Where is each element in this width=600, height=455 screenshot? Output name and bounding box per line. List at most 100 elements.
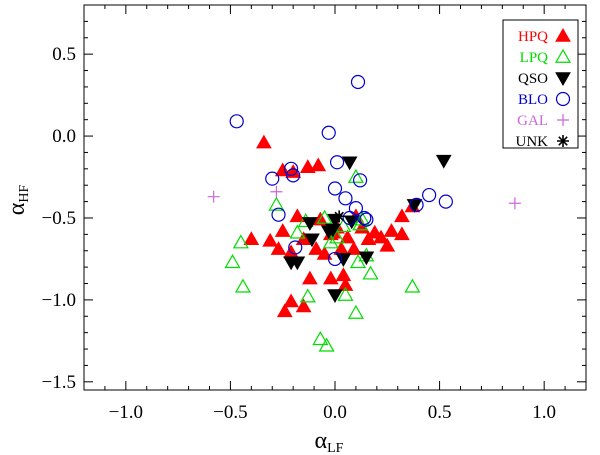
legend-marker-blo [555,91,571,107]
point-qso-7 [341,156,358,171]
point-lpq-10 [347,168,364,183]
y-tick-label: −1.5 [42,372,76,393]
point-blo-9 [327,181,343,196]
point-hpq-7 [274,223,291,237]
point-qso-12 [327,289,343,303]
point-hpq-4 [310,157,327,172]
point-hpq-6 [270,241,287,255]
point-hpq-14 [316,246,333,260]
data-marks [207,74,521,352]
point-qso-3 [304,233,320,248]
point-lpq-19 [312,331,329,346]
point-hpq-19 [345,241,362,255]
y-tick-label: 0.0 [52,126,76,147]
x-tick-label: 1.0 [532,402,556,423]
point-lpq-0 [232,234,249,249]
point-hpq-11 [302,270,318,285]
legend-label-hpq: HPQ [518,29,548,45]
tick-labels: −1.0 −0.5 0.0 0.5 1.0 0.5 0.0 −0.5 −1.0 −1.5 [42,44,557,423]
legend-marker-unk [557,135,569,147]
point-hpq-0 [256,134,272,149]
point-gal-1 [270,185,283,198]
legend-label-blo: BLO [518,92,548,108]
point-lpq-3 [268,196,285,211]
point-blo-6 [288,240,303,255]
point-lpq-1 [224,254,241,269]
point-hpq-3 [299,159,316,173]
point-lpq-7 [322,234,339,249]
point-lpq-15 [349,254,367,269]
point-blo-1 [229,114,244,129]
point-qso-9 [358,251,375,266]
point-hpq-30 [243,231,260,246]
legend-marker-lpq [554,48,572,63]
legend-marker-qso [555,72,571,87]
point-blo-14 [359,212,374,227]
point-hpq-18 [339,229,356,244]
point-lpq-6 [316,209,333,224]
point-hpq-35 [335,267,352,282]
x-tick-label: 0.0 [323,402,347,423]
x-axis-label: αLF [315,428,344,455]
point-lpq-21 [404,278,421,293]
point-blo-2 [265,171,280,186]
point-lpq-4 [289,224,306,239]
point-hpq-32 [283,293,299,308]
point-blo-11 [353,173,368,188]
point-blo-18 [438,194,453,209]
point-blo-3 [271,207,286,222]
y-tick-label: −1.0 [42,290,76,311]
point-blo-8 [329,155,345,170]
point-lpq-18 [299,288,316,303]
point-blo-4 [283,161,299,176]
point-qso-6 [335,253,352,267]
point-hpq-9 [289,208,306,223]
point-blo-7 [321,125,336,140]
point-hpq-12 [308,241,325,255]
point-lpq-2 [234,278,252,293]
point-lpq-14 [362,265,379,280]
point-hpq-25 [379,237,396,252]
x-tick-label: −0.5 [213,402,247,423]
point-hpq-27 [394,226,410,241]
legend-marker-hpq [555,27,571,42]
x-tick-label: 0.5 [428,402,452,423]
point-lpq-17 [347,304,364,319]
y-tick-label: 0.5 [52,44,76,65]
point-blo-13 [357,210,372,226]
legend-label-qso: QSO [518,71,548,87]
point-hpq-28 [394,208,410,223]
point-blo-19 [409,197,424,212]
point-lpq-9 [335,217,352,233]
point-lpq-20 [318,337,335,352]
point-blo-16 [327,251,343,267]
point-hpq-34 [322,270,339,285]
point-blo-15 [342,210,357,226]
point-lpq-12 [352,216,369,231]
point-blo-12 [348,201,364,216]
point-blo-17 [422,187,437,203]
legend-label-lpq: LPQ [520,50,549,66]
point-blo-5 [286,168,301,183]
point-hpq-26 [383,223,400,237]
point-hpq-8 [283,244,299,259]
point-hpq-31 [276,303,293,318]
point-qso-13 [325,223,341,238]
axis-ticks [84,5,586,390]
point-gal-0 [207,190,220,203]
point-qso-2 [302,217,318,231]
point-lpq-8 [329,229,346,244]
point-unk-0 [333,210,346,223]
point-hpq-33 [295,298,312,313]
point-blo-0 [350,74,366,90]
legend-marker-gal [557,114,569,126]
legend-label-gal: GAL [517,113,548,129]
point-hpq-5 [262,232,279,247]
y-axis-label: αHF [4,185,32,216]
legend: HPQ LPQ QSO BLO GAL UNK [502,19,579,150]
point-qso-1 [289,256,306,271]
legend-label-unk: UNK [516,134,549,150]
point-blo-10 [338,191,353,206]
point-hpq-36 [337,277,354,291]
